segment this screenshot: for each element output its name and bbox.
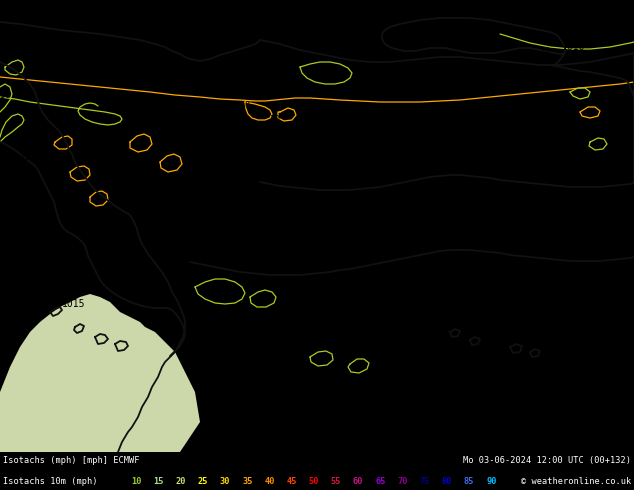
Text: 25: 25	[198, 477, 208, 486]
Text: 10: 10	[570, 99, 580, 108]
Text: 10: 10	[240, 100, 250, 109]
Text: 45: 45	[287, 477, 297, 486]
Text: 75: 75	[420, 477, 430, 486]
Text: 10: 10	[565, 157, 575, 167]
Text: 30: 30	[220, 477, 230, 486]
Text: 85: 85	[464, 477, 474, 486]
Text: 90: 90	[486, 477, 496, 486]
Text: 1010: 1010	[562, 42, 586, 52]
Text: 10: 10	[620, 68, 630, 76]
Text: Isotachs (mph) [mph] ECMWF: Isotachs (mph) [mph] ECMWF	[3, 456, 139, 465]
Text: 65: 65	[375, 477, 385, 486]
Text: 60: 60	[353, 477, 363, 486]
Text: 1020: 1020	[110, 229, 134, 239]
Text: 10: 10	[540, 48, 550, 56]
Text: 70: 70	[398, 477, 408, 486]
Text: Isotachs 10m (mph): Isotachs 10m (mph)	[3, 477, 98, 486]
Text: 20: 20	[176, 477, 186, 486]
Text: 80: 80	[442, 477, 452, 486]
Polygon shape	[0, 294, 200, 452]
Text: 35: 35	[242, 477, 252, 486]
Text: 10: 10	[270, 115, 280, 123]
Text: © weatheronline.co.uk: © weatheronline.co.uk	[521, 477, 631, 486]
Text: 10: 10	[131, 477, 141, 486]
Text: 55: 55	[331, 477, 341, 486]
Text: 1015: 1015	[62, 299, 86, 309]
Text: 50: 50	[309, 477, 319, 486]
Text: 10: 10	[0, 91, 10, 99]
Text: 40: 40	[264, 477, 275, 486]
Text: 10: 10	[20, 152, 30, 162]
Text: 15: 15	[153, 477, 164, 486]
Text: Mo 03-06-2024 12:00 UTC (00+132): Mo 03-06-2024 12:00 UTC (00+132)	[463, 456, 631, 465]
